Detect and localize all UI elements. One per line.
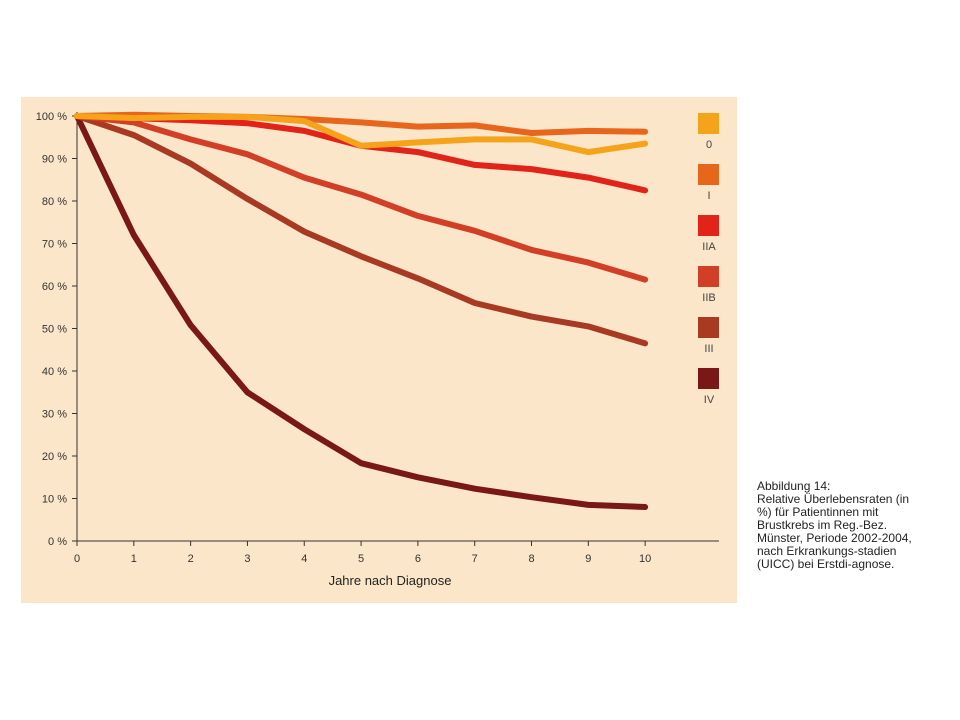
legend-label-iii: III bbox=[704, 343, 713, 355]
x-tick-label: 6 bbox=[415, 553, 421, 565]
legend-label-iib: IIB bbox=[702, 292, 715, 304]
y-tick-label: 0 % bbox=[48, 536, 67, 548]
axes: 0 % 10 % 20 % 30 % 40 % 50 % 60 % 70 % 80 % 90 % 1… bbox=[36, 111, 719, 565]
y-tick-label: 30 % bbox=[42, 409, 67, 421]
legend-swatch-iv bbox=[698, 368, 719, 389]
x-tick-label: 4 bbox=[301, 553, 307, 565]
x-tick-label: 3 bbox=[244, 553, 250, 565]
legend-label-iia: IIA bbox=[702, 241, 716, 253]
legend-swatch-iia bbox=[698, 215, 719, 236]
legend-label-i: I bbox=[707, 190, 710, 202]
legend-swatch-0 bbox=[698, 113, 719, 134]
series-line-iib bbox=[74, 113, 649, 283]
legend-swatch-iii bbox=[698, 317, 719, 338]
survival-rate-line-chart: 0 % 10 % 20 % 30 % 40 % 50 % 60 % 70 % 80 % 90 % 1… bbox=[21, 97, 737, 603]
legend-label-iv: IV bbox=[704, 394, 715, 406]
x-tick-label: 2 bbox=[188, 553, 194, 565]
legend-label-0: 0 bbox=[706, 139, 712, 151]
chart-panel: 0 % 10 % 20 % 30 % 40 % 50 % 60 % 70 % 80 % 90 % 1… bbox=[21, 97, 737, 603]
x-tick-label: 8 bbox=[528, 553, 534, 565]
y-tick-label: 90 % bbox=[42, 154, 67, 166]
legend-swatch-iib bbox=[698, 266, 719, 287]
caption-text: Relative Überlebensraten (in %) für Pati… bbox=[757, 492, 912, 571]
x-tick-label: 7 bbox=[472, 553, 478, 565]
x-tick-label: 9 bbox=[585, 553, 591, 565]
y-tick-label: 10 % bbox=[42, 494, 67, 506]
x-tick-label: 1 bbox=[131, 553, 137, 565]
y-tick-label: 60 % bbox=[42, 281, 67, 293]
y-tick-label: 100 % bbox=[36, 111, 67, 123]
x-tick-label: 0 bbox=[74, 553, 80, 565]
y-tick-label: 50 % bbox=[42, 324, 67, 336]
y-tick-label: 20 % bbox=[42, 451, 67, 463]
caption-heading: Abbildung 14: bbox=[757, 479, 831, 493]
y-tick-label: 70 % bbox=[42, 239, 67, 251]
legend-swatch-i bbox=[698, 164, 719, 185]
figure-caption: Abbildung 14: Relative Überlebensraten (… bbox=[757, 480, 925, 571]
chart-background bbox=[21, 97, 737, 603]
x-tick-label: 5 bbox=[358, 553, 364, 565]
legend: 0 I IIA IIB III IV bbox=[698, 113, 719, 406]
x-axis-title: Jahre nach Diagnose bbox=[329, 573, 452, 588]
y-tick-label: 80 % bbox=[42, 196, 67, 208]
series-line-iv bbox=[74, 113, 649, 510]
series-line-iii bbox=[74, 113, 649, 347]
y-tick-label: 40 % bbox=[42, 366, 67, 378]
series-line-0 bbox=[74, 113, 649, 156]
series-lines bbox=[74, 111, 649, 510]
x-tick-label: 10 bbox=[639, 553, 651, 565]
